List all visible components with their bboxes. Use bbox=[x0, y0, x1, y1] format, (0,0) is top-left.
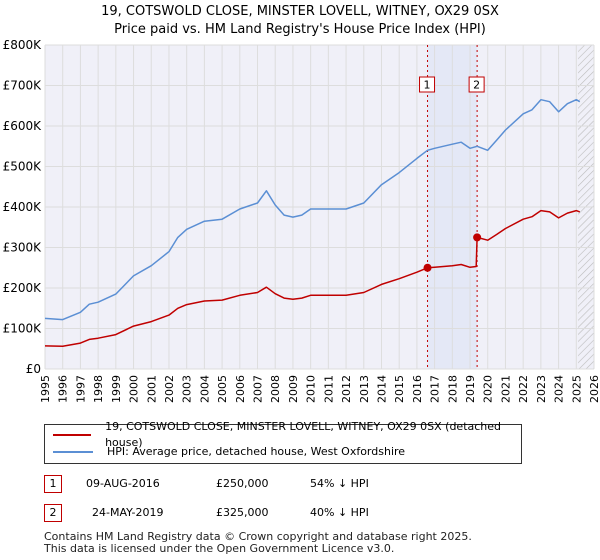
x-tick-label: 2015 bbox=[393, 375, 406, 403]
chart-subtitle: Price paid vs. HM Land Registry's House … bbox=[114, 22, 486, 37]
x-tick-label: 1995 bbox=[39, 375, 52, 403]
x-tick-label: 2019 bbox=[464, 375, 477, 403]
footer: Contains HM Land Registry data © Crown c… bbox=[44, 531, 472, 555]
y-tick-label: £0 bbox=[26, 362, 41, 376]
sale-marker-box bbox=[468, 76, 485, 93]
transaction-hpi-diff: 54% ↓ HPI bbox=[310, 477, 369, 490]
x-tick-label: 2013 bbox=[358, 375, 371, 403]
x-tick-label: 2024 bbox=[553, 375, 566, 403]
x-tick-label: 1997 bbox=[74, 375, 87, 403]
y-tick-label: £500K bbox=[3, 160, 43, 174]
x-tick-label: 2021 bbox=[499, 375, 512, 403]
price-paid-line bbox=[44, 209, 581, 348]
hpi-line bbox=[44, 98, 581, 321]
y-tick-label: £100K bbox=[3, 322, 43, 336]
footer-copyright: Contains HM Land Registry data © Crown c… bbox=[44, 530, 472, 543]
x-tick-label: 2011 bbox=[322, 375, 335, 403]
price-line-swatch bbox=[53, 434, 92, 436]
x-tick-label: 1998 bbox=[92, 375, 105, 403]
x-tick-label: 2004 bbox=[198, 375, 211, 403]
x-tick-label: 2002 bbox=[163, 375, 176, 403]
legend-item-hpi: HPI: Average price, detached house, West… bbox=[53, 444, 405, 460]
x-tick-label: 2001 bbox=[145, 375, 158, 403]
x-tick-label: 2026 bbox=[588, 375, 600, 403]
x-tick-label: 2014 bbox=[375, 375, 388, 403]
transaction-date: 09-AUG-2016 bbox=[86, 477, 160, 490]
y-tick-label: £600K bbox=[3, 119, 43, 133]
x-tick-label: 2023 bbox=[535, 375, 548, 403]
x-tick-label: 2003 bbox=[181, 375, 194, 403]
y-tick-label: £700K bbox=[3, 79, 43, 93]
footer-license: This data is licensed under the Open Gov… bbox=[44, 542, 395, 555]
x-tick-label: 2010 bbox=[305, 375, 318, 403]
x-tick-label: 2018 bbox=[446, 375, 459, 403]
transaction-date: 24-MAY-2019 bbox=[92, 506, 164, 519]
x-tick-label: 1996 bbox=[57, 375, 70, 403]
y-tick-label: £400K bbox=[3, 200, 43, 214]
y-tick-label: £800K bbox=[3, 38, 43, 52]
y-tick-label: £200K bbox=[3, 281, 43, 295]
hpi-line-swatch bbox=[53, 451, 93, 453]
x-tick-label: 2006 bbox=[234, 375, 247, 403]
legend-item-price: 19, COTSWOLD CLOSE, MINSTER LOVELL, WITN… bbox=[53, 420, 521, 449]
x-tick-label: 2020 bbox=[482, 375, 495, 403]
sale-point bbox=[423, 263, 432, 272]
x-tick-label: 2000 bbox=[128, 375, 141, 403]
x-tick-label: 1999 bbox=[110, 375, 123, 403]
x-tick-label: 2007 bbox=[252, 375, 265, 403]
transaction-price: £250,000 bbox=[216, 477, 269, 490]
x-tick-label: 2016 bbox=[411, 375, 424, 403]
x-tick-label: 2009 bbox=[287, 375, 300, 403]
x-tick-label: 2005 bbox=[216, 375, 229, 403]
sale-marker-label: 2 bbox=[473, 79, 480, 92]
price-chart: £0 £100K £200K £300K £400K £500K £600K £700K £80… bbox=[3, 38, 600, 403]
x-tick-label: 2025 bbox=[570, 375, 583, 403]
transaction-price: £325,000 bbox=[216, 506, 269, 519]
x-tick-label: 2012 bbox=[340, 375, 353, 403]
legend-price-label: 19, COTSWOLD CLOSE, MINSTER LOVELL, WITN… bbox=[105, 420, 502, 449]
chart-title: 19, COTSWOLD CLOSE, MINSTER LOVELL, WITN… bbox=[101, 4, 499, 19]
transaction-number: 2 bbox=[44, 504, 62, 522]
sale-marker-label: 1 bbox=[424, 79, 431, 92]
y-tick-label: £300K bbox=[3, 241, 43, 255]
sale-marker-box bbox=[419, 76, 436, 93]
legend-hpi-label: HPI: Average price, detached house, West… bbox=[107, 445, 406, 458]
x-tick-label: 2022 bbox=[517, 375, 530, 403]
transaction-hpi-diff: 40% ↓ HPI bbox=[310, 506, 369, 519]
legend: 19, COTSWOLD CLOSE, MINSTER LOVELL, WITN… bbox=[44, 420, 522, 464]
x-tick-label: 2008 bbox=[269, 375, 282, 403]
transaction-number: 1 bbox=[44, 475, 62, 493]
x-tick-label: 2017 bbox=[429, 375, 442, 403]
sale-point bbox=[473, 233, 482, 242]
